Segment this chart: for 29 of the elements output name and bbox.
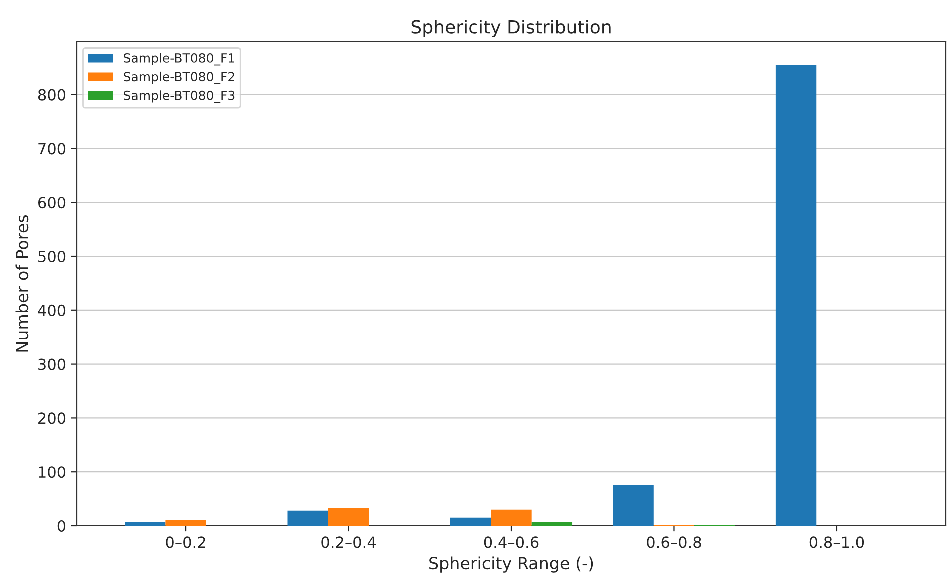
y-tick-label: 700 (38, 143, 66, 155)
x-tick-label: 0.6–0.8 (647, 536, 702, 548)
bar (613, 485, 654, 526)
y-tick-label: 300 (38, 358, 66, 370)
bar (491, 510, 532, 526)
y-tick-label: 200 (38, 412, 66, 424)
bar (125, 522, 166, 526)
y-axis-title: Number of Pores (16, 215, 29, 352)
bar (532, 522, 573, 526)
bar (776, 65, 817, 526)
bar (288, 510, 328, 526)
y-tick-label: 400 (38, 304, 66, 316)
legend-label: Sample-BT080_F2 (124, 72, 234, 84)
y-tick-label: 100 (39, 466, 66, 478)
chart-title: Sphericity Distribution (412, 20, 611, 38)
y-tick-label: 800 (38, 89, 66, 101)
y-tick-label: 500 (38, 250, 66, 263)
x-tick-label: 0–0.2 (166, 536, 206, 548)
legend-label: Sample-BT080_F1 (124, 53, 234, 66)
bar (328, 508, 370, 526)
bar (450, 518, 492, 526)
x-tick-label: 0.2–0.4 (322, 536, 376, 548)
bar (166, 520, 206, 526)
x-axis-title: Sphericity Range (-) (430, 556, 594, 573)
y-tick-label: 600 (38, 197, 66, 209)
y-tick-label: 0 (58, 520, 66, 532)
legend-label: Sample-BT080_F3 (124, 90, 235, 104)
x-tick-label: 0.8–1.0 (810, 536, 864, 548)
x-tick-label: 0.4–0.6 (484, 536, 539, 548)
